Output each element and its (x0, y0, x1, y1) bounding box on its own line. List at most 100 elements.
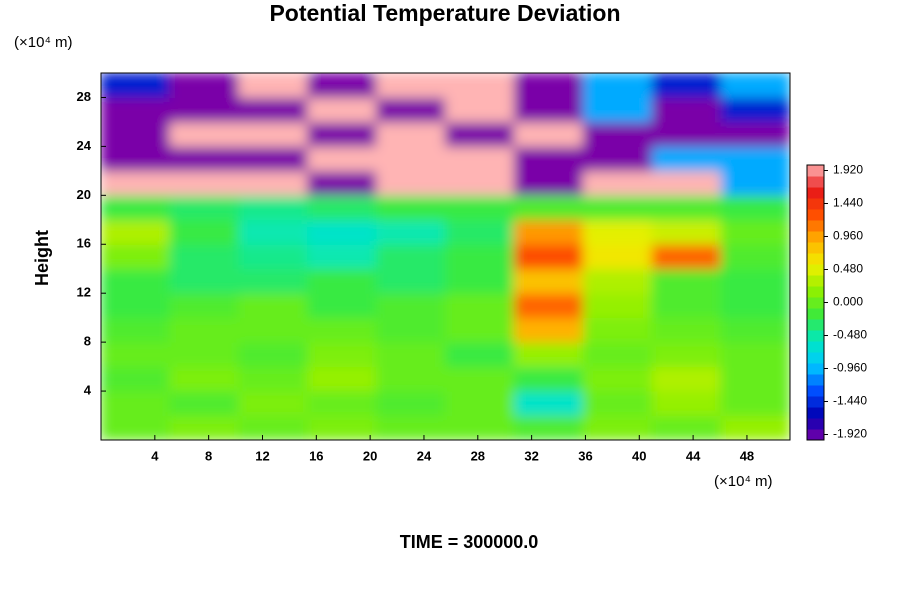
field-cell (513, 243, 584, 270)
colorbar-tick-label: 0.960 (833, 229, 863, 243)
field-cell (307, 243, 378, 270)
x-tick-label: 4 (151, 448, 159, 463)
field-cell (582, 317, 653, 343)
field-cell (651, 194, 722, 221)
field-cell (101, 96, 171, 123)
colorbar-step (807, 165, 824, 177)
y-tick-label: 24 (77, 138, 92, 153)
colorbar-step (807, 407, 824, 419)
x-tick-label: 28 (471, 448, 485, 463)
field-cell (376, 194, 446, 221)
colorbar-step (807, 308, 824, 320)
field-cell (513, 194, 584, 221)
field-cell (582, 219, 653, 245)
field-cell (445, 219, 515, 245)
field-cell (101, 170, 171, 196)
field-cell (651, 366, 722, 392)
field-cell (169, 243, 240, 270)
field-cell (720, 73, 790, 98)
field-cell (445, 415, 515, 440)
colorbar-step (807, 264, 824, 276)
field-cell (169, 268, 240, 294)
field-cell (651, 341, 722, 368)
field-cell (651, 390, 722, 417)
field-cell (238, 268, 309, 294)
field-cell (651, 317, 722, 343)
field-cell (376, 219, 446, 245)
field-cell (169, 415, 240, 440)
field-cell (307, 219, 378, 245)
field-cell (720, 390, 790, 417)
field (101, 73, 790, 440)
field-cell (169, 73, 240, 98)
field-cell (307, 390, 378, 417)
field-cell (720, 96, 790, 123)
field-cell (651, 292, 722, 319)
field-cell (582, 73, 653, 98)
field-cell (376, 317, 446, 343)
field-cell (101, 121, 171, 147)
field-cell (651, 73, 722, 98)
y-unit-label: (×10⁴ m) (14, 34, 73, 51)
field-cell (101, 268, 171, 294)
field-cell (651, 96, 722, 123)
field-cell (651, 145, 722, 172)
colorbar-step (807, 319, 824, 331)
colorbar-tick-label: 0.480 (833, 262, 863, 276)
colorbar-tick-label: 1.440 (833, 196, 863, 210)
colorbar-step (807, 220, 824, 232)
field-cell (720, 341, 790, 368)
colorbar-step (807, 341, 824, 353)
colorbar-step (807, 275, 824, 287)
colorbar-step (807, 187, 824, 199)
field-cell (101, 194, 171, 221)
field-cell (513, 170, 584, 196)
field-cell (720, 145, 790, 172)
field-cell (376, 243, 446, 270)
field-cell (513, 390, 584, 417)
colorbar-tick-label: 0.000 (833, 295, 863, 309)
field-cell (101, 219, 171, 245)
field-cells (101, 73, 790, 440)
field-cell (169, 341, 240, 368)
field-cell (307, 292, 378, 319)
colorbar-step (807, 242, 824, 254)
colorbar-tick-label: -1.920 (833, 427, 867, 441)
field-cell (651, 268, 722, 294)
field-cell (513, 415, 584, 440)
x-tick-label: 20 (363, 448, 377, 463)
y-tick-label: 20 (77, 187, 91, 202)
colorbar-step (807, 176, 824, 188)
field-cell (376, 292, 446, 319)
field-cell (238, 73, 309, 98)
colorbar-step (807, 297, 824, 309)
field-cell (582, 145, 653, 172)
field-cell (582, 415, 653, 440)
field-cell (720, 366, 790, 392)
field-cell (582, 292, 653, 319)
y-axis-label: Height (32, 230, 52, 286)
field-cell (720, 194, 790, 221)
field-cell (307, 415, 378, 440)
field-cell (238, 145, 309, 172)
field-cell (513, 292, 584, 319)
field-cell (169, 317, 240, 343)
field-cell (445, 341, 515, 368)
field-cell (720, 415, 790, 440)
plot-frame (100, 72, 791, 441)
field-cell (169, 170, 240, 196)
field-cell (238, 219, 309, 245)
field-cell (651, 170, 722, 196)
field-cell (307, 341, 378, 368)
field-cell (513, 219, 584, 245)
field-cell (307, 170, 378, 196)
field-cell (513, 121, 584, 147)
colorbar-tick-label: -1.440 (833, 394, 867, 408)
field-cell (101, 366, 171, 392)
field-cell (169, 390, 240, 417)
colorbar-tick-label: -0.480 (833, 328, 867, 342)
x-tick-label: 48 (740, 448, 754, 463)
field-cell (238, 317, 309, 343)
field-cell (582, 96, 653, 123)
